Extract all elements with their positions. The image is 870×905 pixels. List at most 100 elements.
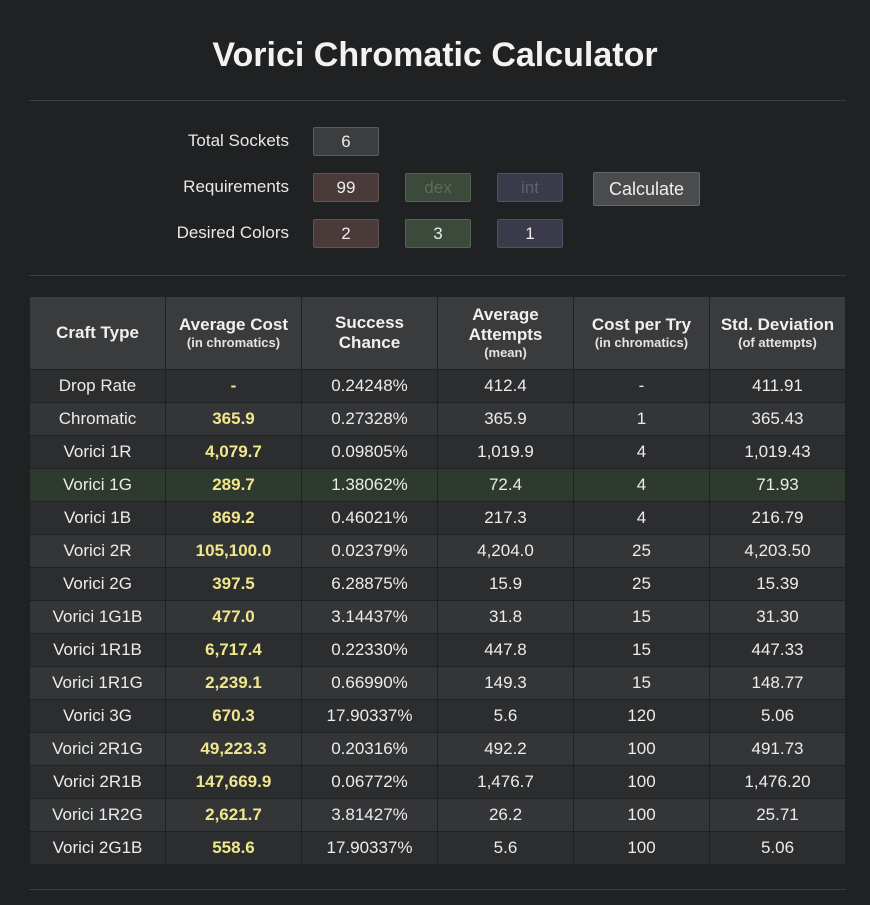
column-header-cost-per-try: Cost per Try (in chromatics) [574, 297, 709, 369]
cell-success-chance: 6.28875% [302, 568, 437, 600]
cell-cost-per-try: 4 [574, 469, 709, 501]
cell-average-attempts: 1,019.9 [438, 436, 573, 468]
cell-craft-type: Vorici 1G [30, 469, 165, 501]
cell-cost-per-try: 4 [574, 436, 709, 468]
desired-colors-label: Desired Colors [176, 223, 289, 242]
total-sockets-row: Total Sockets 6 [0, 127, 870, 157]
cell-std-deviation: 25.71 [710, 799, 845, 831]
cell-average-cost: 2,239.1 [166, 667, 301, 699]
cell-std-deviation: 15.39 [710, 568, 845, 600]
table-row: Vorici 2R 105,100.0 0.02379% 4,204.0 25 4,203… [30, 535, 845, 567]
cell-average-attempts: 365.9 [438, 403, 573, 435]
table-row: Vorici 1G 289.7 1.38062% 72.4 4 71.93 [30, 469, 845, 501]
column-header-sublabel: (in chromatics) [186, 335, 281, 350]
cell-average-attempts: 1,476.7 [438, 766, 573, 798]
cell-success-chance: 0.02379% [302, 535, 437, 567]
requirements-row: Requirements 99 dex int Calculate [0, 172, 870, 206]
cell-average-attempts: 5.6 [438, 832, 573, 864]
table-body: Drop Rate -0.24248% 412.4-411.91 Chromatic 3… [30, 370, 845, 864]
cell-average-cost: 4,079.7 [166, 436, 301, 468]
column-header-success-chance: Success Chance [302, 297, 437, 369]
table-row: Vorici 1B 869.2 0.46021% 217.3 4 216.79 [30, 502, 845, 534]
table-row: Vorici 2G 397.5 6.28875% 15.9 25 15.39 [30, 568, 845, 600]
cell-cost-per-try: 15 [574, 634, 709, 666]
cell-success-chance: 0.66990% [302, 667, 437, 699]
column-header-sublabel: (in chromatics) [594, 335, 689, 350]
divider-top [29, 100, 846, 101]
cell-std-deviation: 411.91 [710, 370, 845, 402]
cell-cost-per-try: 25 [574, 568, 709, 600]
cell-success-chance: 0.46021% [302, 502, 437, 534]
cell-average-attempts: 217.3 [438, 502, 573, 534]
cell-success-chance: 0.09805% [302, 436, 437, 468]
cell-average-cost: - [166, 370, 301, 402]
table-row: Vorici 2R1B 147,669.9 0.06772% 1,476.7 100 1,… [30, 766, 845, 798]
cell-craft-type: Chromatic [30, 403, 165, 435]
cell-average-cost: 397.5 [166, 568, 301, 600]
table-row: Vorici 1R2G 2,621.7 3.81427% 26.2 100 25.71 [30, 799, 845, 831]
cell-std-deviation: 1,019.43 [710, 436, 845, 468]
column-header-craft-type: Craft Type [30, 297, 165, 369]
table-row: Vorici 2R1G 49,223.3 0.20316% 492.2 100 491.7… [30, 733, 845, 765]
cell-average-attempts: 5.6 [438, 700, 573, 732]
divider-middle [29, 275, 846, 276]
cell-craft-type: Vorici 2G1B [30, 832, 165, 864]
table-row: Chromatic 365.9 0.27328% 365.9 1 365.43 [30, 403, 845, 435]
cell-success-chance: 0.22330% [302, 634, 437, 666]
cell-cost-per-try: 100 [574, 799, 709, 831]
cell-success-chance: 1.38062% [302, 469, 437, 501]
column-header-label: Success Chance [335, 313, 404, 352]
requirement-int-input[interactable]: int [497, 173, 563, 202]
cell-std-deviation: 491.73 [710, 733, 845, 765]
calculate-button[interactable]: Calculate [593, 172, 700, 206]
cell-std-deviation: 216.79 [710, 502, 845, 534]
requirement-dex-input[interactable]: dex [405, 173, 471, 202]
cell-cost-per-try: 4 [574, 502, 709, 534]
cell-success-chance: 17.90337% [302, 832, 437, 864]
cell-average-attempts: 412.4 [438, 370, 573, 402]
cell-average-cost: 365.9 [166, 403, 301, 435]
column-header-label: Cost per Try [591, 315, 692, 334]
cell-std-deviation: 31.30 [710, 601, 845, 633]
desired-red-input[interactable]: 2 [313, 219, 379, 248]
cell-average-attempts: 26.2 [438, 799, 573, 831]
total-sockets-input[interactable]: 6 [313, 127, 379, 156]
cell-std-deviation: 1,476.20 [710, 766, 845, 798]
cell-average-cost: 105,100.0 [166, 535, 301, 567]
cell-average-cost: 6,717.4 [166, 634, 301, 666]
cell-average-cost: 477.0 [166, 601, 301, 633]
table-header-row: Craft Type Average Cost (in chromatics) Suc… [30, 297, 845, 369]
cell-success-chance: 0.27328% [302, 403, 437, 435]
cell-average-attempts: 15.9 [438, 568, 573, 600]
column-header-sublabel: (of attempts) [738, 335, 817, 350]
cell-average-attempts: 447.8 [438, 634, 573, 666]
cell-std-deviation: 148.77 [710, 667, 845, 699]
divider-bottom [29, 889, 846, 890]
desired-colors-row: Desired Colors 2 3 1 [0, 219, 870, 249]
cell-craft-type: Vorici 2R1B [30, 766, 165, 798]
cell-average-attempts: 31.8 [438, 601, 573, 633]
cell-std-deviation: 71.93 [710, 469, 845, 501]
table-row: Vorici 1G1B 477.0 3.14437% 31.8 15 31.30 [30, 601, 845, 633]
cell-average-attempts: 149.3 [438, 667, 573, 699]
cell-std-deviation: 5.06 [710, 832, 845, 864]
cell-cost-per-try: - [574, 370, 709, 402]
cell-success-chance: 17.90337% [302, 700, 437, 732]
requirement-str-input[interactable]: 99 [313, 173, 379, 202]
cell-average-cost: 2,621.7 [166, 799, 301, 831]
cell-std-deviation: 4,203.50 [710, 535, 845, 567]
cell-cost-per-try: 120 [574, 700, 709, 732]
cell-craft-type: Vorici 2R [30, 535, 165, 567]
cell-craft-type: Vorici 2R1G [30, 733, 165, 765]
desired-green-input[interactable]: 3 [405, 219, 471, 248]
page-title: Vorici Chromatic Calculator [212, 36, 658, 74]
column-header-std-deviation: Std. Deviation (of attempts) [710, 297, 845, 369]
total-sockets-label: Total Sockets [187, 131, 289, 150]
column-header-label: Std. Deviation [720, 315, 835, 334]
cell-success-chance: 0.24248% [302, 370, 437, 402]
cell-cost-per-try: 25 [574, 535, 709, 567]
desired-blue-input[interactable]: 1 [497, 219, 563, 248]
cell-craft-type: Vorici 3G [30, 700, 165, 732]
column-header-label: Average Attempts [468, 305, 543, 344]
